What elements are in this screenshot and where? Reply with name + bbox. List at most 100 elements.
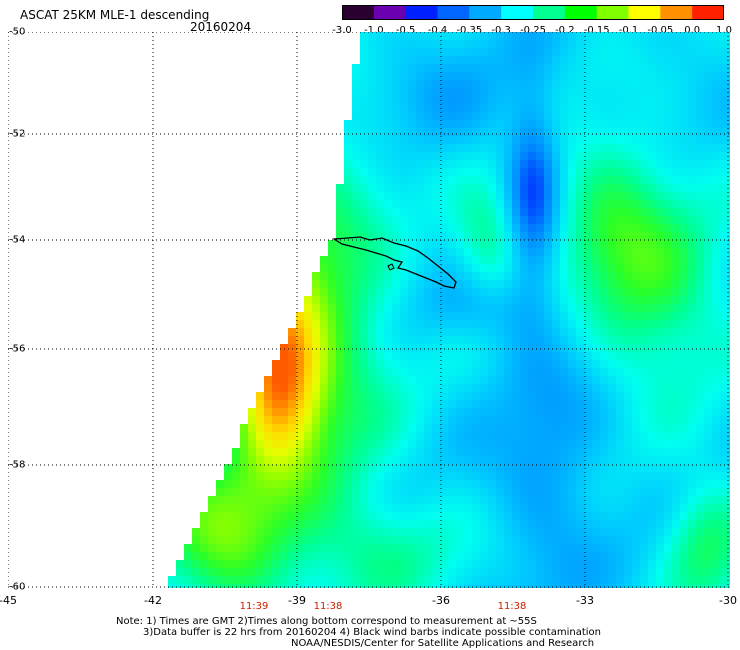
field-cell	[608, 392, 617, 401]
field-cell	[544, 264, 553, 273]
field-cell	[304, 448, 313, 457]
field-cell	[304, 352, 313, 361]
y-label-1: -50	[9, 26, 26, 38]
field-cell	[488, 440, 497, 449]
field-cell	[344, 552, 353, 561]
field-cell	[640, 152, 649, 161]
field-cell	[656, 152, 665, 161]
field-cell	[664, 280, 673, 289]
field-cell	[680, 544, 689, 553]
field-cell	[472, 568, 481, 577]
field-cell	[640, 168, 649, 177]
field-cell	[728, 152, 730, 161]
field-cell	[272, 568, 281, 577]
field-cell	[504, 520, 513, 529]
field-cell	[560, 208, 569, 217]
field-cell	[672, 560, 681, 569]
field-cell	[368, 80, 377, 89]
field-cell	[296, 488, 305, 497]
field-cell	[424, 472, 433, 481]
field-cell	[528, 168, 537, 177]
field-cell	[560, 88, 569, 97]
field-cell	[600, 328, 609, 337]
field-cell	[296, 320, 305, 329]
field-cell	[704, 160, 713, 169]
field-cell	[608, 544, 617, 553]
field-cell	[664, 136, 673, 145]
field-cell	[720, 64, 729, 73]
field-cell	[656, 336, 665, 345]
field-cell	[320, 560, 329, 569]
field-cell	[496, 504, 505, 513]
field-cell	[320, 504, 329, 513]
field-cell	[656, 456, 665, 465]
field-cell	[728, 160, 730, 169]
field-cell	[272, 384, 281, 393]
field-cell	[544, 464, 553, 473]
field-cell	[456, 232, 465, 241]
field-cell	[464, 392, 473, 401]
field-cell	[712, 352, 721, 361]
field-cell	[488, 552, 497, 561]
field-cell	[512, 288, 521, 297]
field-cell	[488, 112, 497, 121]
field-cell	[464, 456, 473, 465]
field-cell	[704, 216, 713, 225]
field-cell	[504, 200, 513, 209]
field-cell	[552, 48, 561, 57]
field-cell	[248, 576, 257, 585]
field-cell	[416, 104, 425, 113]
field-cell	[608, 296, 617, 305]
field-cell	[560, 216, 569, 225]
field-cell	[312, 376, 321, 385]
field-cell	[496, 232, 505, 241]
field-cell	[416, 472, 425, 481]
field-cell	[616, 176, 625, 185]
field-cell	[240, 424, 249, 433]
field-cell	[488, 104, 497, 113]
field-cell	[704, 432, 713, 441]
field-cell	[552, 192, 561, 201]
field-cell	[616, 120, 625, 129]
field-cell	[576, 216, 585, 225]
field-cell	[352, 136, 361, 145]
field-cell	[608, 488, 617, 497]
field-cell	[544, 440, 553, 449]
field-cell	[560, 496, 569, 505]
field-cell	[400, 472, 409, 481]
field-cell	[648, 88, 657, 97]
field-cell	[256, 408, 265, 417]
field-cell	[344, 208, 353, 217]
field-cell	[424, 168, 433, 177]
field-cell	[456, 520, 465, 529]
field-cell	[520, 456, 529, 465]
field-cell	[632, 32, 641, 41]
field-cell	[584, 40, 593, 49]
field-cell	[560, 120, 569, 129]
field-cell	[384, 480, 393, 489]
field-cell	[528, 480, 537, 489]
field-cell	[456, 224, 465, 233]
field-cell	[600, 528, 609, 537]
field-cell	[448, 408, 457, 417]
field-cell	[688, 424, 697, 433]
field-cell	[384, 112, 393, 121]
field-cell	[592, 512, 601, 521]
field-cell	[344, 416, 353, 425]
field-cell	[600, 456, 609, 465]
field-cell	[368, 424, 377, 433]
field-cell	[696, 312, 705, 321]
field-cell	[624, 184, 633, 193]
field-cell	[328, 544, 337, 553]
field-cell	[408, 496, 417, 505]
field-cell	[480, 480, 489, 489]
field-cell	[512, 240, 521, 249]
colorbar-segment	[501, 5, 534, 20]
field-cell	[432, 128, 441, 137]
field-cell	[480, 64, 489, 73]
field-cell	[320, 256, 329, 265]
field-cell	[528, 80, 537, 89]
field-cell	[528, 248, 537, 257]
field-cell	[264, 376, 273, 385]
field-cell	[672, 448, 681, 457]
